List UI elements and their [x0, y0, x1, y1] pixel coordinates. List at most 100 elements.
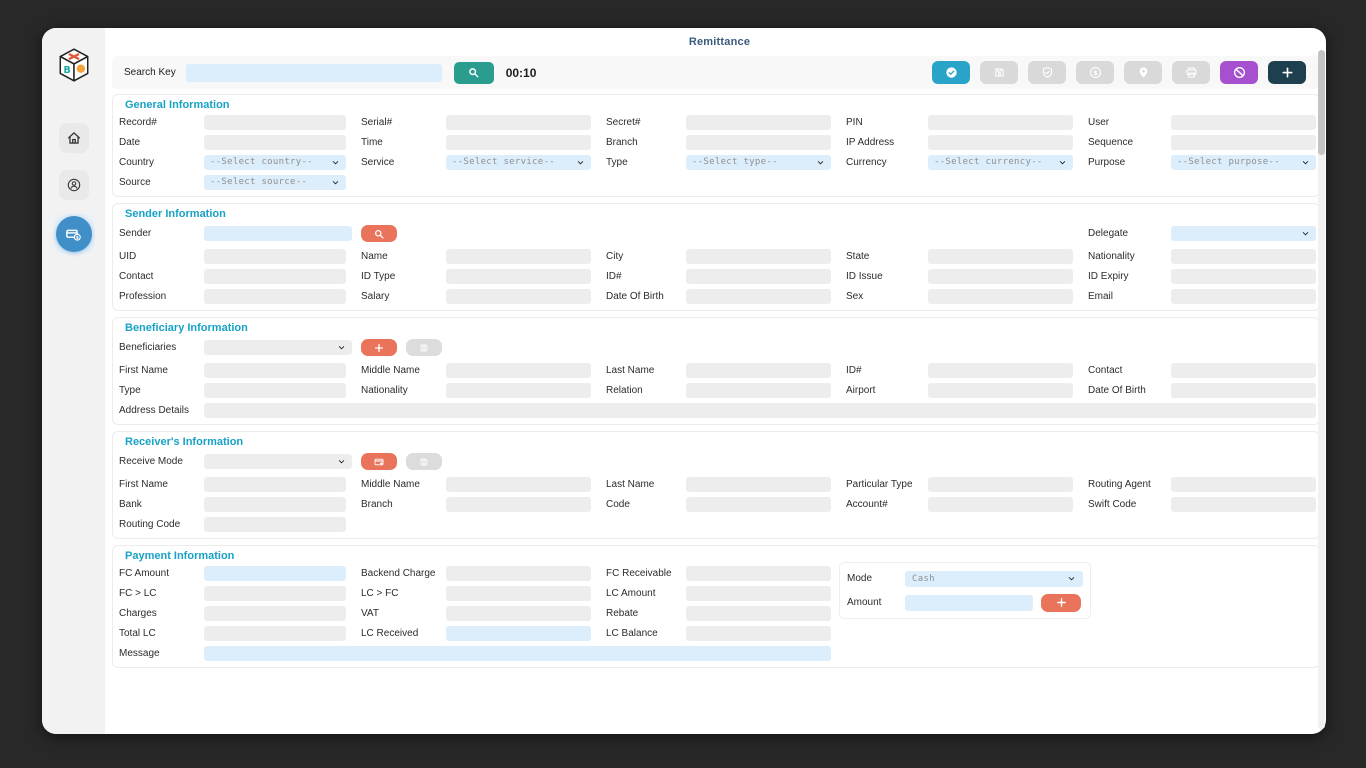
- general-source-select[interactable]: --Select source--: [204, 174, 346, 190]
- receiver-code-input[interactable]: [686, 496, 831, 512]
- general-branch-input[interactable]: [686, 134, 831, 150]
- chevron-down-icon: [331, 178, 340, 187]
- add-beneficiary-button[interactable]: [361, 339, 397, 356]
- payment-lc-received-input[interactable]: [446, 625, 591, 641]
- receiver-bank-input[interactable]: [204, 496, 346, 512]
- field-wrap: [204, 516, 346, 532]
- toolbar-approve-button[interactable]: [932, 61, 970, 84]
- payment-backend-charge-input[interactable]: [446, 565, 591, 581]
- payment-vat-input[interactable]: [446, 605, 591, 621]
- beneficiary-beneficiaries-select[interactable]: [204, 340, 352, 355]
- receiver-first-name-input[interactable]: [204, 476, 346, 492]
- general-country-select[interactable]: --Select country--: [204, 154, 346, 170]
- sender-sex-input[interactable]: [928, 288, 1073, 304]
- payment-message-input[interactable]: [204, 645, 831, 661]
- general-purpose-select[interactable]: --Select purpose--: [1171, 154, 1316, 170]
- sender-search-button[interactable]: [361, 225, 397, 242]
- add-receive-account-button[interactable]: [361, 453, 397, 470]
- sender-contact-input[interactable]: [204, 268, 346, 284]
- beneficiary-contact-input[interactable]: [1171, 362, 1316, 378]
- field-wrap: [686, 268, 831, 284]
- general-pin-input[interactable]: [928, 114, 1073, 130]
- beneficiary-middle-name-input[interactable]: [446, 362, 591, 378]
- general-serial-input[interactable]: [446, 114, 591, 130]
- sender-name-label: Name: [361, 250, 388, 262]
- general-type-select[interactable]: --Select type--: [686, 154, 831, 170]
- payment-lc-balance-input[interactable]: [686, 625, 831, 641]
- search-key-input[interactable]: [185, 63, 442, 82]
- sender-city-input[interactable]: [686, 248, 831, 264]
- sender-name-input[interactable]: [446, 248, 591, 264]
- general-secret-input[interactable]: [686, 114, 831, 130]
- scrollbar[interactable]: [1318, 50, 1325, 729]
- sender-id-issue-input[interactable]: [928, 268, 1073, 284]
- payment-fc-receivable-input[interactable]: [686, 565, 831, 581]
- general-service-select[interactable]: --Select service--: [446, 154, 591, 170]
- receiver-account-input[interactable]: [928, 496, 1073, 512]
- payment-mode-select[interactable]: Cash: [905, 570, 1083, 587]
- receiver-particular-type-input[interactable]: [928, 476, 1073, 492]
- sender-email-label: Email: [1088, 290, 1114, 302]
- sender-delegate-select[interactable]: [1171, 226, 1316, 241]
- sidebar-item-home[interactable]: [58, 123, 89, 153]
- toolbar-cancel-button[interactable]: [1220, 61, 1258, 84]
- beneficiary-address-details-input[interactable]: [204, 402, 1316, 418]
- beneficiary-nationality-input[interactable]: [446, 382, 591, 398]
- payment-charges-input[interactable]: [204, 605, 346, 621]
- receiver-middle-name-input[interactable]: [446, 476, 591, 492]
- field-wrap: [928, 268, 1073, 284]
- receiver-last-name-input[interactable]: [686, 476, 831, 492]
- receiver-branch-input[interactable]: [446, 496, 591, 512]
- payment-rebate-input[interactable]: [686, 605, 831, 621]
- sender-uid-input[interactable]: [204, 248, 346, 264]
- general-date-input[interactable]: [204, 134, 346, 150]
- sender-contact-label: Contact: [119, 270, 154, 282]
- general-record-input[interactable]: [204, 114, 346, 130]
- receiver-routing-agent-input[interactable]: [1171, 476, 1316, 492]
- beneficiary-airport-input[interactable]: [928, 382, 1073, 398]
- payment-fc-lc-input[interactable]: [204, 585, 346, 601]
- field-wrap: [1171, 114, 1316, 130]
- general-user-input[interactable]: [1171, 114, 1316, 130]
- general-pin-label: PIN: [846, 116, 863, 128]
- general-currency-select[interactable]: --Select currency--: [928, 154, 1073, 170]
- receiver-receive-mode-select[interactable]: [204, 454, 352, 469]
- beneficiary-first-name-input[interactable]: [204, 362, 346, 378]
- sender-id-input[interactable]: [686, 268, 831, 284]
- beneficiary-date-of-birth-input[interactable]: [1171, 382, 1316, 398]
- sender-date-of-birth-input[interactable]: [686, 288, 831, 304]
- beneficiary-id-input[interactable]: [928, 362, 1073, 378]
- sender-sender-input[interactable]: [204, 226, 352, 241]
- receiver-swift-code-input[interactable]: [1171, 496, 1316, 512]
- general-time-input[interactable]: [446, 134, 591, 150]
- form-sections: General Information Record# Serial# Secret#…: [112, 94, 1327, 668]
- payment-fc-amount-input[interactable]: [204, 565, 346, 581]
- payment-lc-fc-input[interactable]: [446, 585, 591, 601]
- general-ip-address-input[interactable]: [928, 134, 1073, 150]
- sidebar-item-profile[interactable]: [58, 170, 89, 200]
- sender-id-type-input[interactable]: [446, 268, 591, 284]
- search-button[interactable]: [453, 61, 494, 84]
- sidebar-item-remittance[interactable]: $: [53, 214, 94, 254]
- form-row: FC Amount Backend Charge FC Receivable: [119, 563, 1313, 583]
- beneficiary-last-name-input[interactable]: [686, 362, 831, 378]
- payment-lc-amount-input[interactable]: [686, 585, 831, 601]
- beneficiary-relation-input[interactable]: [686, 382, 831, 398]
- payment-total-lc-input[interactable]: [204, 625, 346, 641]
- sender-id-expiry-input[interactable]: [1171, 268, 1316, 284]
- form-row: Record# Serial# Secret# PIN User: [119, 112, 1316, 132]
- payment-amount-input[interactable]: [905, 594, 1033, 611]
- beneficiary-type-input[interactable]: [204, 382, 346, 398]
- field-wrap: [204, 382, 346, 398]
- general-sequence-input[interactable]: [1171, 134, 1316, 150]
- check-circle-icon: [944, 65, 959, 80]
- scrollbar-thumb[interactable]: [1318, 50, 1325, 155]
- sender-email-input[interactable]: [1171, 288, 1316, 304]
- sender-salary-input[interactable]: [446, 288, 591, 304]
- add-payment-button[interactable]: [1041, 593, 1081, 612]
- receiver-routing-code-input[interactable]: [204, 516, 346, 532]
- sender-nationality-input[interactable]: [1171, 248, 1316, 264]
- toolbar-add-new-button[interactable]: [1268, 61, 1306, 84]
- sender-profession-input[interactable]: [204, 288, 346, 304]
- sender-state-input[interactable]: [928, 248, 1073, 264]
